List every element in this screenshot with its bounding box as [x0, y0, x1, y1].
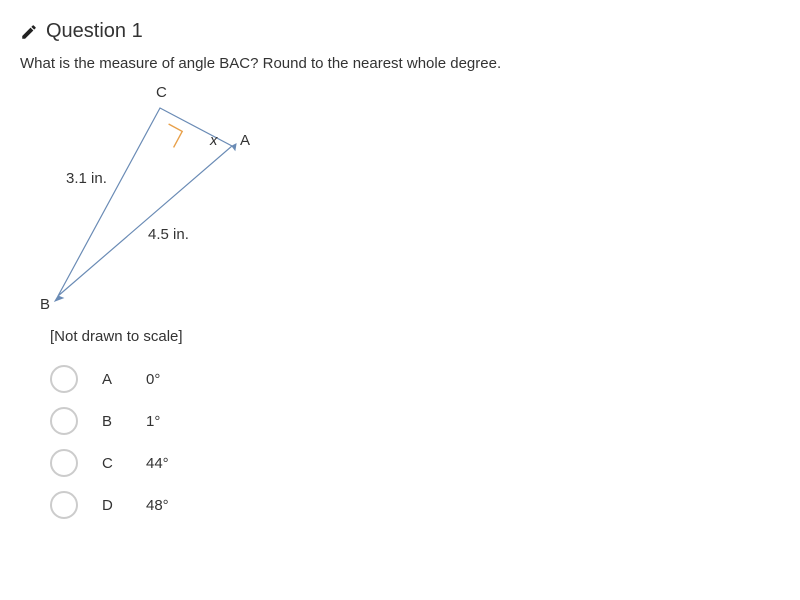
option-a[interactable]: A 0° — [50, 365, 780, 393]
question-number: Question 1 — [46, 20, 143, 43]
option-value: 48° — [146, 497, 169, 514]
question-header: Question 1 — [20, 20, 780, 43]
option-letter: B — [102, 413, 122, 430]
radio-icon[interactable] — [50, 491, 78, 519]
radio-icon[interactable] — [50, 365, 78, 393]
vertex-arrow-b — [55, 296, 63, 301]
option-letter: A — [102, 371, 122, 388]
triangle-shape — [58, 108, 232, 296]
right-angle-marker — [169, 124, 183, 147]
radio-icon[interactable] — [50, 449, 78, 477]
triangle-diagram: C A B x 3.1 in. 4.5 in. — [40, 88, 300, 318]
vertex-label-a: A — [240, 132, 250, 149]
vertex-label-c: C — [156, 84, 167, 101]
option-b[interactable]: B 1° — [50, 407, 780, 435]
option-c[interactable]: C 44° — [50, 449, 780, 477]
side-label-ab: 4.5 in. — [148, 226, 189, 243]
option-value: 44° — [146, 455, 169, 472]
pencil-icon — [20, 23, 38, 41]
vertex-label-b: B — [40, 296, 50, 313]
option-d[interactable]: D 48° — [50, 491, 780, 519]
diagram-svg — [40, 88, 300, 318]
radio-icon[interactable] — [50, 407, 78, 435]
option-letter: D — [102, 497, 122, 514]
side-label-bc: 3.1 in. — [66, 170, 107, 187]
option-letter: C — [102, 455, 122, 472]
angle-label-x: x — [210, 132, 218, 149]
question-prompt: What is the measure of angle BAC? Round … — [20, 55, 780, 72]
answer-options: A 0° B 1° C 44° D 48° — [50, 365, 780, 519]
diagram-caption: [Not drawn to scale] — [50, 328, 780, 345]
option-value: 1° — [146, 413, 160, 430]
option-value: 0° — [146, 371, 160, 388]
vertex-arrow-a — [232, 144, 236, 150]
